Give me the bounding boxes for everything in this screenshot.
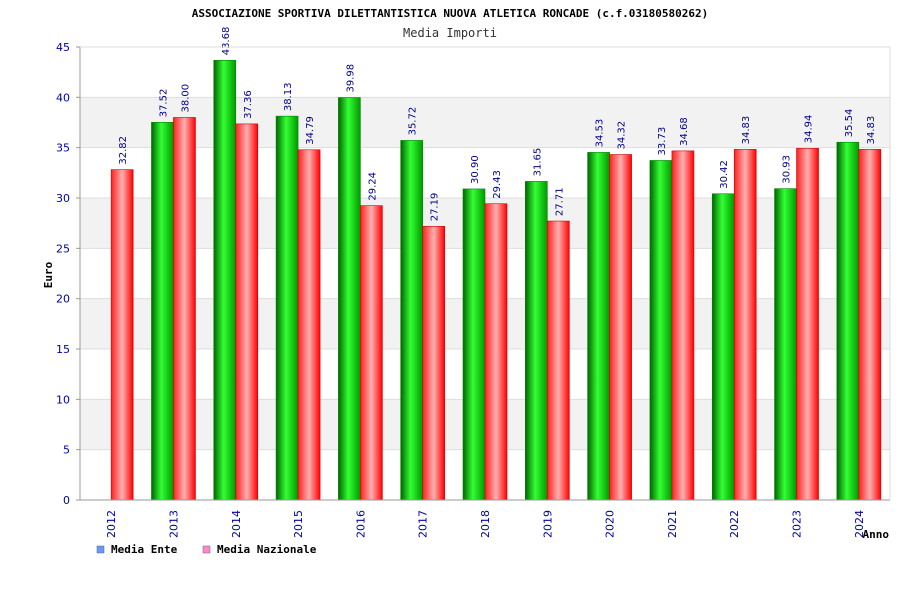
- bar-media-ente-2017: [400, 140, 423, 501]
- x-tick-label: 2020: [604, 510, 617, 538]
- value-label: 33.73: [657, 127, 668, 156]
- value-label: 30.42: [719, 160, 730, 189]
- x-axis-ticks: 2012 2013 2014 2015 2016 2017 2018 2019 2020 2021…: [105, 510, 866, 538]
- grid-band: [80, 97, 890, 148]
- value-label: 35.54: [844, 109, 855, 138]
- x-tick-label: 2013: [167, 510, 180, 538]
- x-tick-label: 2012: [105, 510, 118, 538]
- bar-media-nazionale-2023: [796, 147, 819, 501]
- bar-media-nazionale-2020: [609, 154, 632, 501]
- bar-media-nazionale-2016: [360, 205, 383, 501]
- y-tick-label: 5: [63, 444, 70, 457]
- y-tick-label: 0: [63, 494, 70, 507]
- value-label: 43.68: [221, 27, 232, 56]
- value-label: 27.19: [430, 193, 441, 222]
- bar-media-nazionale-2021: [671, 150, 695, 501]
- bar-media-ente-2023: [774, 188, 797, 501]
- bar-media-nazionale-2014: [235, 123, 259, 501]
- bar-media-nazionale-2018: [484, 203, 508, 501]
- value-label: 34.83: [741, 116, 752, 145]
- bar-media-nazionale-2013: [173, 117, 196, 501]
- value-label: 35.72: [408, 107, 419, 136]
- x-tick-label: 2024: [853, 510, 866, 538]
- x-tick-label: 2022: [728, 510, 741, 538]
- bars: 32.82 37.52 38.00 43.68 37.36 38.13 34.79 39.98…: [110, 27, 882, 501]
- value-label: 34.53: [595, 119, 606, 148]
- value-label: 34.68: [679, 117, 690, 146]
- bar-media-ente-2019: [525, 181, 548, 501]
- bar-media-nazionale-2019: [547, 220, 570, 501]
- value-label: 30.93: [782, 155, 793, 184]
- chart-subtitle: Media Importi: [403, 26, 497, 40]
- bar-media-ente-2022: [711, 193, 735, 501]
- value-label: 30.90: [470, 155, 481, 184]
- bar-media-ente-2024: [836, 141, 860, 501]
- bar-media-ente-2013: [151, 121, 174, 501]
- value-label: 34.83: [866, 116, 877, 145]
- bar-media-ente-2015: [275, 115, 299, 501]
- bar-media-ente-2014: [213, 59, 237, 501]
- value-label: 38.13: [283, 83, 294, 112]
- y-tick-label: 35: [56, 142, 70, 155]
- legend-swatch: [202, 545, 211, 554]
- x-tick-label: 2023: [791, 510, 804, 538]
- value-label: 27.71: [554, 187, 565, 216]
- legend-swatch: [96, 545, 105, 554]
- y-tick-label: 10: [56, 393, 70, 406]
- legend-label: Media Nazionale: [217, 543, 317, 556]
- x-tick-label: 2018: [479, 510, 492, 538]
- value-label: 37.52: [158, 89, 169, 118]
- chart-title: ASSOCIAZIONE SPORTIVA DILETTANTISTICA NU…: [192, 7, 709, 20]
- value-label: 39.98: [345, 64, 356, 93]
- bar-media-ente-2021: [649, 160, 673, 501]
- bar-media-ente-2020: [587, 152, 610, 501]
- value-label: 38.00: [180, 84, 191, 113]
- value-label: 32.82: [118, 136, 129, 165]
- x-tick-label: 2014: [230, 510, 243, 538]
- y-tick-label: 25: [56, 242, 70, 255]
- x-tick-label: 2016: [354, 510, 367, 538]
- y-axis-ticks: 0 5 10 15 20 25 30 35 40 45: [56, 41, 70, 507]
- value-label: 31.65: [532, 148, 543, 177]
- y-tick-label: 20: [56, 293, 70, 306]
- axes: [79, 46, 891, 501]
- value-label: 34.79: [305, 116, 316, 145]
- legend: Media Ente Media Nazionale: [96, 543, 317, 556]
- bar-media-nazionale-2022: [733, 149, 757, 501]
- value-label: 37.36: [243, 90, 254, 119]
- x-tick-label: 2017: [417, 510, 430, 538]
- bar-media-nazionale-2017: [422, 225, 445, 501]
- bar-media-nazionale-2024: [858, 149, 882, 501]
- x-axis-label: Anno: [863, 528, 890, 541]
- bar-media-ente-2016: [338, 97, 361, 501]
- value-label: 34.94: [804, 115, 815, 144]
- y-tick-label: 45: [56, 41, 70, 54]
- y-axis-label: Euro: [42, 261, 55, 288]
- y-tick-label: 40: [56, 91, 70, 104]
- x-tick-label: 2021: [666, 510, 679, 538]
- x-tick-label: 2015: [292, 510, 305, 538]
- bar-media-nazionale-2012: [110, 169, 134, 501]
- value-label: 29.24: [367, 172, 378, 201]
- value-label: 29.43: [492, 170, 503, 199]
- y-tick-label: 15: [56, 343, 70, 356]
- value-label: 34.32: [617, 121, 628, 150]
- x-tick-label: 2019: [541, 510, 554, 538]
- bar-media-nazionale-2015: [297, 149, 321, 501]
- legend-label: Media Ente: [111, 543, 178, 556]
- y-tick-label: 30: [56, 192, 70, 205]
- bar-media-ente-2018: [462, 188, 486, 501]
